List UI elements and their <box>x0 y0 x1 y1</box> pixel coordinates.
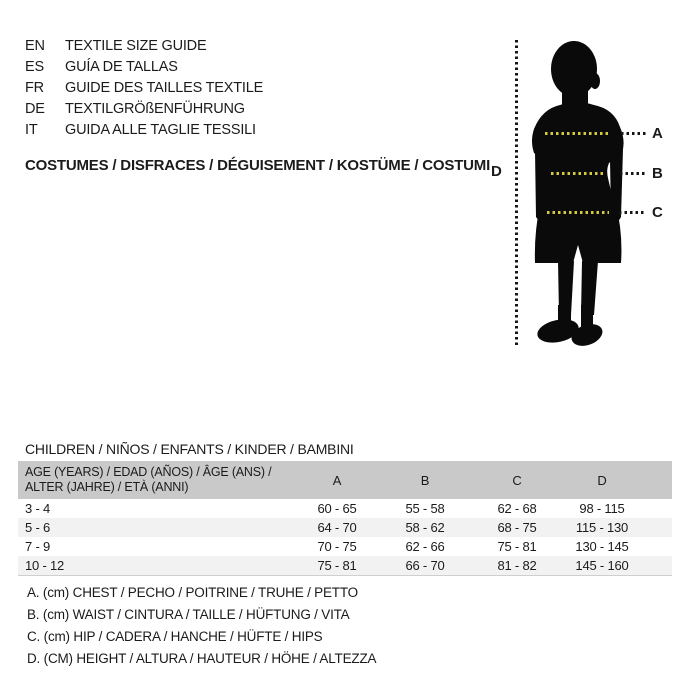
language-list: EN TEXTILE SIZE GUIDE ES GUÍA DE TALLAS … <box>25 36 263 141</box>
hip-line-inner-dots <box>547 211 609 214</box>
chest-cell: 60 - 65 <box>317 501 357 516</box>
waist-cell: 66 - 70 <box>405 557 445 573</box>
spacer-cell <box>639 518 672 537</box>
hip-cell: 81 - 82 <box>497 557 537 573</box>
children-section-title: CHILDREN / NIÑOS / ENFANTS / KINDER / BA… <box>25 441 354 457</box>
age-cell: 5 - 6 <box>25 520 51 535</box>
height-cell: 145 - 160 <box>575 557 629 573</box>
age-header-line2: ALTER (JAHRE) / ETÀ (ANNI) <box>25 480 189 494</box>
legend-chest: A. (cm) CHEST / PECHO / POITRINE / TRUHE… <box>27 585 358 600</box>
hip-cell: 62 - 68 <box>497 501 537 516</box>
measurement-figure: A B C D <box>491 40 663 348</box>
waist-cell: 62 - 66 <box>405 539 445 554</box>
table-row: 10 - 12 75 - 81 66 - 70 81 - 82 145 - 16… <box>18 556 672 575</box>
language-label: GUIDA ALLE TAGLIE TESSILI <box>65 122 256 138</box>
age-column-header: AGE (YEARS) / EDAD (AÑOS) / ÂGE (ANS) / … <box>18 461 293 499</box>
size-table: AGE (YEARS) / EDAD (AÑOS) / ÂGE (ANS) / … <box>18 461 672 576</box>
language-row-fr: FR GUIDE DES TAILLES TEXTILE <box>25 78 263 99</box>
waist-cell: 58 - 62 <box>405 520 445 535</box>
language-row-en: EN TEXTILE SIZE GUIDE <box>25 36 263 57</box>
age-cell: 10 - 12 <box>25 557 65 573</box>
language-code: FR <box>25 80 44 96</box>
age-cell: 3 - 4 <box>25 501 51 516</box>
chest-label-a: A <box>652 125 663 142</box>
height-cell: 98 - 115 <box>579 501 625 516</box>
column-header-d: D <box>597 472 607 488</box>
height-line-dots <box>515 40 518 348</box>
measurement-legend: A. (cm) CHEST / PECHO / POITRINE / TRUHE… <box>27 582 376 670</box>
table-row: 3 - 4 60 - 65 55 - 58 62 - 68 98 - 115 <box>18 499 672 518</box>
waist-cell: 55 - 58 <box>405 501 445 516</box>
legend-height: D. (CM) HEIGHT / ALTURA / HAUTEUR / HÖHE… <box>27 651 377 666</box>
spacer-cell <box>639 537 672 556</box>
child-silhouette-image <box>532 41 624 346</box>
table-row: 7 - 9 70 - 75 62 - 66 75 - 81 130 - 145 <box>18 537 672 556</box>
language-label: TEXTILE SIZE GUIDE <box>65 38 207 54</box>
language-code: ES <box>25 59 44 75</box>
hip-cell: 68 - 75 <box>497 520 537 535</box>
language-code: EN <box>25 38 45 54</box>
language-label: TEXTILGRÖßENFÜHRUNG <box>65 101 245 117</box>
language-row-de: DE TEXTILGRÖßENFÜHRUNG <box>25 99 263 120</box>
column-header-b: B <box>420 472 430 488</box>
language-code: DE <box>25 101 45 117</box>
spacer-cell <box>639 499 672 518</box>
language-label: GUÍA DE TALLAS <box>65 59 178 75</box>
legend-hip: C. (cm) HIP / CADERA / HANCHE / HÜFTE / … <box>27 629 323 644</box>
hip-cell: 75 - 81 <box>497 539 537 554</box>
language-label: GUIDE DES TAILLES TEXTILE <box>65 80 264 96</box>
waist-label-b: B <box>652 165 663 182</box>
language-row-it: IT GUIDA ALLE TAGLIE TESSILI <box>25 120 263 141</box>
hip-line-outer-dots <box>619 211 645 214</box>
waist-line-inner-dots <box>551 172 606 175</box>
size-table-header-row: AGE (YEARS) / EDAD (AÑOS) / ÂGE (ANS) / … <box>18 461 672 499</box>
age-cell: 7 - 9 <box>25 539 51 554</box>
chest-line-inner-dots <box>545 132 608 135</box>
height-cell: 130 - 145 <box>575 539 629 554</box>
chest-line-outer-dots <box>621 132 646 135</box>
chest-cell: 64 - 70 <box>317 520 357 535</box>
waist-line-outer-dots <box>620 172 646 175</box>
table-row: 5 - 6 64 - 70 58 - 62 68 - 75 115 - 130 <box>18 518 672 537</box>
age-header-line1: AGE (YEARS) / EDAD (AÑOS) / ÂGE (ANS) / <box>25 465 272 479</box>
height-label-d: D <box>491 163 502 180</box>
chest-cell: 75 - 81 <box>317 557 357 573</box>
chest-cell: 70 - 75 <box>317 539 357 554</box>
hip-label-c: C <box>652 204 663 221</box>
column-header-spacer <box>639 461 672 499</box>
column-header-a: A <box>332 472 342 488</box>
legend-waist: B. (cm) WAIST / CINTURA / TAILLE / HÜFTU… <box>27 607 350 622</box>
language-row-es: ES GUÍA DE TALLAS <box>25 57 263 78</box>
language-code: IT <box>25 122 38 138</box>
category-title: COSTUMES / DISFRACES / DÉGUISEMENT / KOS… <box>25 157 491 174</box>
column-header-c: C <box>512 472 522 488</box>
height-cell: 115 - 130 <box>575 520 629 535</box>
spacer-cell <box>639 556 672 575</box>
